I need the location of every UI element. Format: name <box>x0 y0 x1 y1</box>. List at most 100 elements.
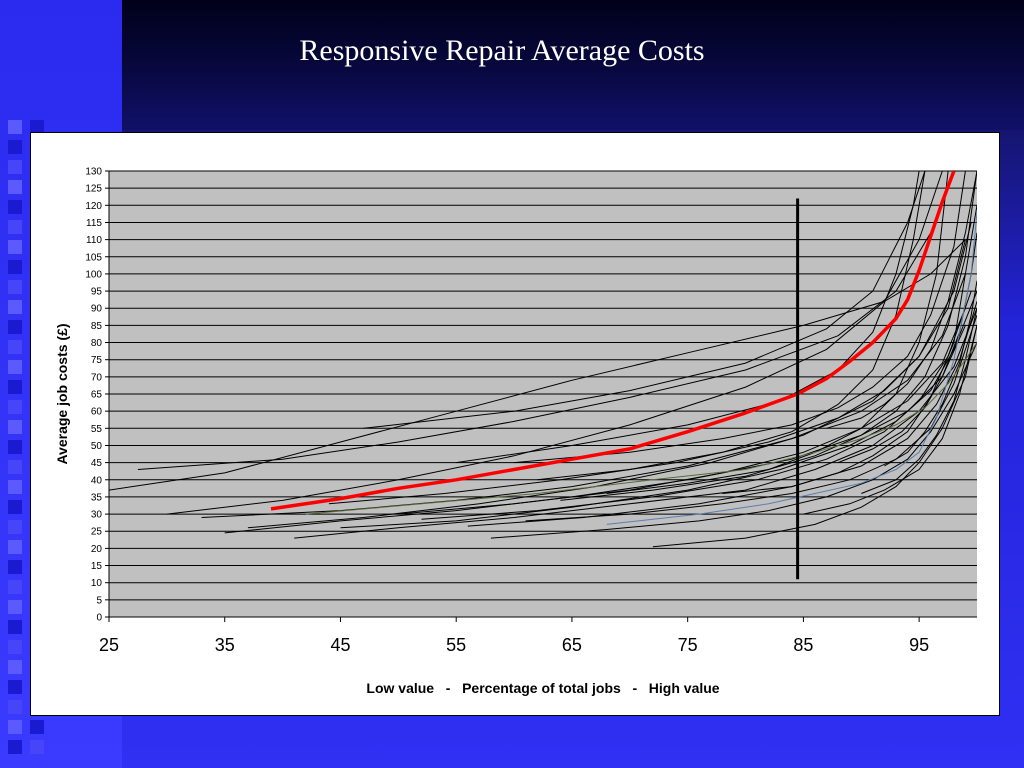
decorative-square <box>8 740 22 754</box>
y-tick-label: 130 <box>85 167 102 178</box>
decorative-square <box>8 340 22 354</box>
y-tick-label: 5 <box>96 595 102 606</box>
y-tick-label: 120 <box>85 201 102 212</box>
y-tick-label: 45 <box>91 458 103 469</box>
series-line <box>137 171 955 470</box>
decorative-square <box>8 600 22 614</box>
series-line <box>247 222 972 529</box>
decorative-square <box>8 240 22 254</box>
series-line <box>224 325 966 534</box>
series-line <box>884 280 977 467</box>
series-line <box>363 171 926 429</box>
x-tick-label: 25 <box>99 635 119 655</box>
line-chart: 0 5 10 15 20 25 30 35 40 45 50 55 60 65 70 75 80 85 90 95 10… <box>54 167 977 696</box>
series-line <box>514 171 966 464</box>
y-axis-label: Average job costs (£) <box>54 323 70 464</box>
x-tick-label: 85 <box>793 635 813 655</box>
decorative-square <box>8 620 22 634</box>
decorative-square <box>8 140 22 154</box>
x-tick-label: 75 <box>678 635 698 655</box>
y-tick-label: 75 <box>91 355 103 366</box>
y-tick-label: 15 <box>91 561 103 572</box>
decorative-square <box>8 120 22 134</box>
y-tick-label: 95 <box>91 287 103 298</box>
decorative-square <box>8 660 22 674</box>
x-tick-label: 55 <box>446 635 466 655</box>
decorative-square <box>8 260 22 274</box>
y-tick-label: 20 <box>91 544 103 555</box>
y-tick-label: 105 <box>85 252 102 263</box>
series-line <box>328 239 966 505</box>
title-band <box>122 0 1024 130</box>
series-line <box>560 171 977 501</box>
series-line <box>294 308 977 539</box>
decorative-square <box>8 500 22 514</box>
series-line <box>166 171 943 515</box>
decorative-square <box>8 460 22 474</box>
decorative-square <box>8 380 22 394</box>
y-tick-label: 25 <box>91 527 103 538</box>
decorative-square <box>8 280 22 294</box>
decorative-square <box>8 640 22 654</box>
decorative-square <box>8 200 22 214</box>
decorative-square <box>8 320 22 334</box>
y-tick-label: 115 <box>86 218 102 229</box>
series-line <box>803 325 977 515</box>
x-tick-label: 65 <box>562 635 582 655</box>
y-tick-label: 125 <box>85 184 102 195</box>
y-tick-label: 0 <box>96 613 102 624</box>
decorative-square <box>8 400 22 414</box>
decorative-square <box>8 440 22 454</box>
decorative-square <box>8 300 22 314</box>
series-line <box>305 342 977 515</box>
decorative-square <box>8 420 22 434</box>
decorative-square <box>30 120 44 134</box>
gridlines <box>109 170 977 618</box>
series-line <box>606 171 949 494</box>
x-tick-label: 35 <box>215 635 235 655</box>
y-tick-label: 60 <box>91 407 103 418</box>
decorative-square <box>8 700 22 714</box>
chart-panel: 0 5 10 15 20 25 30 35 40 45 50 55 60 65 70 75 80 85 90 95 10… <box>30 132 1000 716</box>
decorative-square <box>8 580 22 594</box>
y-tick-label: 80 <box>91 338 103 349</box>
series-line <box>606 212 977 525</box>
slide-title: Responsive Repair Average Costs <box>299 34 705 67</box>
x-tick-label: 45 <box>330 635 350 655</box>
decorative-square <box>8 520 22 534</box>
decorative-square <box>8 720 22 734</box>
series-line <box>652 325 977 548</box>
y-tick-label: 100 <box>85 269 102 280</box>
y-tick-label: 110 <box>86 235 102 246</box>
series-line <box>109 239 966 491</box>
y-tick-label: 90 <box>91 304 103 315</box>
y-tick-label: 70 <box>91 372 103 383</box>
series-line <box>826 171 977 429</box>
series-line <box>490 342 977 539</box>
y-tick-label: 40 <box>91 475 103 486</box>
decorative-square <box>30 740 44 754</box>
y-tick-label: 50 <box>91 441 103 452</box>
y-tick-label: 10 <box>91 578 103 589</box>
decorative-square <box>8 360 22 374</box>
decorative-square <box>8 220 22 234</box>
axis-labels: Low value - Percentage of total jobs - H… <box>54 323 720 696</box>
x-axis-label: Low value - Percentage of total jobs - H… <box>366 680 719 696</box>
y-tick-label: 30 <box>91 510 103 521</box>
decorative-square <box>8 540 22 554</box>
axes: 0 5 10 15 20 25 30 35 40 45 50 55 60 65 70 75 80 85 90 95 10… <box>85 167 977 655</box>
series-line <box>421 290 972 520</box>
decorative-square <box>8 560 22 574</box>
series-line <box>467 301 977 527</box>
y-tick-label: 65 <box>91 390 103 401</box>
series-line <box>537 171 926 481</box>
decorative-square <box>8 680 22 694</box>
series-line <box>525 314 977 522</box>
y-tick-label: 55 <box>91 424 103 435</box>
y-tick-label: 35 <box>91 492 103 503</box>
y-tick-label: 85 <box>91 321 103 332</box>
decorative-square <box>30 720 44 734</box>
decorative-square <box>8 480 22 494</box>
x-tick-label: 95 <box>909 635 929 655</box>
decorative-square <box>8 180 22 194</box>
